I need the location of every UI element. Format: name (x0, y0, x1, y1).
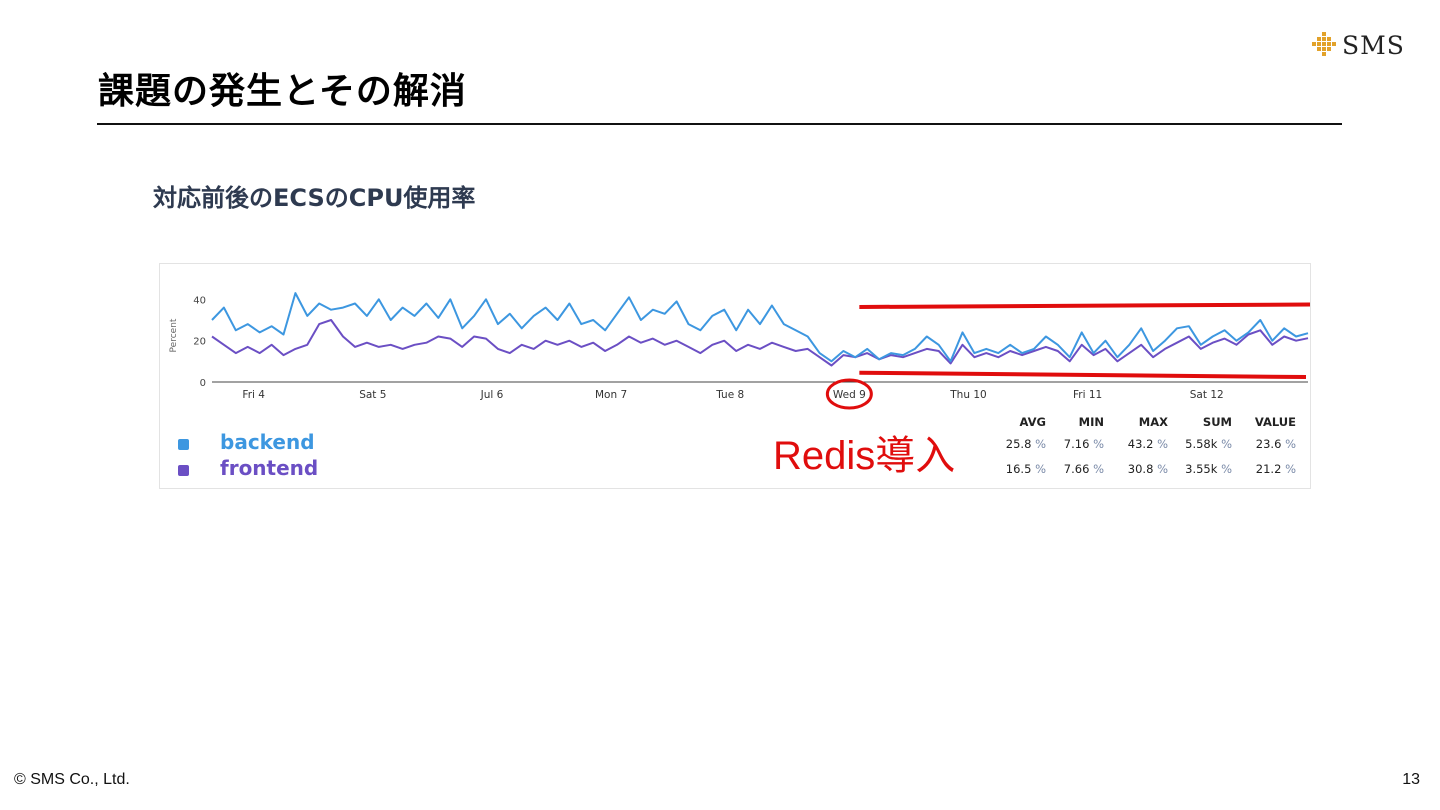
title-divider (97, 123, 1342, 125)
legend-label-frontend: frontend (220, 456, 319, 480)
slide-title: 課題の発生とその解消 (98, 71, 467, 112)
x-tick-label: Sat 5 (359, 389, 386, 401)
x-tick-label: Tue 8 (715, 389, 744, 401)
legend-swatch-frontend (178, 465, 189, 476)
legend-swatch-backend (178, 439, 189, 450)
stats-header-sum: SUM (1202, 415, 1232, 429)
y-tick-label: 40 (193, 295, 206, 306)
logo-diamond-icon (1312, 32, 1336, 56)
stats-row-frontend: 16.5 % 7.66 % 30.8 % 3.55k % 21.2 % (990, 462, 1310, 482)
legend-item-backend[interactable]: backend (160, 430, 390, 456)
annotation-lower-line (859, 370, 1307, 380)
stats-row-backend: 25.8 % 7.16 % 43.2 % 5.58k % 23.6 % (990, 437, 1310, 457)
legend-label-backend: backend (220, 430, 315, 454)
stats-value: 16.5 % (1005, 462, 1046, 476)
annotation-upper-line (859, 302, 1310, 309)
x-tick-label: Thu 10 (949, 389, 986, 401)
stats-value: 23.6 % (1255, 437, 1296, 451)
y-tick-label: 20 (193, 337, 206, 348)
stats-table: AVG MIN MAX SUM VALUE 25.8 % 7.16 % 43.2 % 5.58k… (990, 415, 1310, 485)
stats-header-value: VALUE (1254, 415, 1296, 429)
company-logo: SMS (1310, 30, 1410, 64)
y-tick-label: 0 (200, 378, 206, 389)
stats-header-max: MAX (1138, 415, 1168, 429)
chart-panel: 0 20 40 Percent Fri 4 Sat 5 Jul 6 Mon 7 Tue 8 Wed… (159, 263, 1311, 489)
stats-value: 7.66 % (1063, 462, 1104, 476)
stats-value: 21.2 % (1255, 462, 1296, 476)
stats-header-min: MIN (1078, 415, 1104, 429)
x-tick-label: Mon 7 (595, 389, 627, 401)
y-axis-label: Percent (169, 318, 179, 352)
series-line-backend (211, 292, 1309, 363)
stats-value: 30.8 % (1127, 462, 1168, 476)
x-tick-label: Fri 11 (1073, 389, 1102, 401)
stats-value: 43.2 % (1127, 437, 1168, 451)
series-line-frontend (211, 319, 1309, 367)
logo-text: SMS (1342, 31, 1405, 60)
legend-item-frontend[interactable]: frontend (160, 456, 390, 482)
stats-header-avg: AVG (1019, 415, 1046, 429)
stats-value: 25.8 % (1005, 437, 1046, 451)
x-tick-label: Fri 4 (242, 389, 265, 401)
stats-value: 3.55k % (1185, 462, 1232, 476)
copyright-footer: © SMS Co., Ltd. (14, 771, 130, 788)
redis-annotation: Redis導入 (773, 434, 956, 478)
stats-value: 5.58k % (1185, 437, 1232, 451)
stats-value: 7.16 % (1063, 437, 1104, 451)
cpu-line-chart: 0 20 40 Percent Fri 4 Sat 5 Jul 6 Mon 7 Tue 8 Wed… (169, 292, 1310, 410)
x-tick-label: Jul 6 (480, 389, 504, 401)
annotation-circle (825, 378, 873, 410)
page-number: 13 (1402, 771, 1420, 788)
stats-header-row: AVG MIN MAX SUM VALUE (990, 415, 1310, 435)
x-tick-label: Sat 12 (1190, 389, 1224, 401)
x-tick-label: Wed 9 (833, 389, 866, 401)
chart-legend: backend frontend (160, 430, 390, 488)
chart-heading: 対応前後のECSのCPU使用率 (153, 184, 476, 212)
